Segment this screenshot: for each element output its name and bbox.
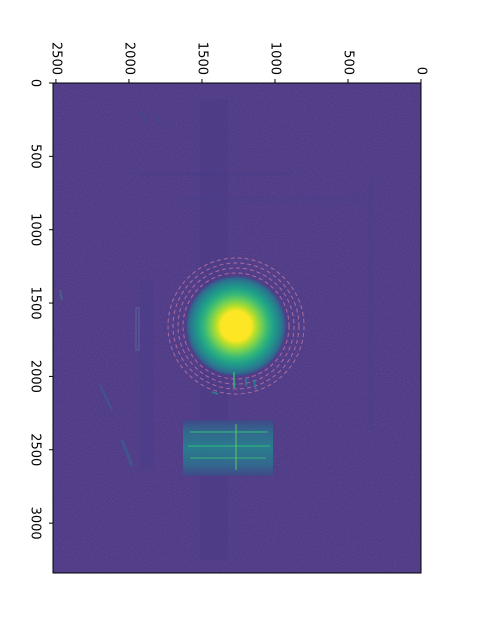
column-axis-tick-label: 2500 [48, 42, 63, 75]
row-axis-tick-label: 0 [28, 79, 43, 87]
small-streak [139, 111, 149, 125]
row-axis-tick-label: 500 [28, 144, 43, 169]
halo-ring-2 [177, 267, 295, 385]
small-streak-2 [154, 114, 161, 123]
left-axis: 0 500 1000 1500 2000 2500 3000 [28, 79, 53, 540]
diagonal-streak-2 [120, 439, 134, 467]
halo-ring-4 [167, 257, 305, 395]
diagonal-streak [99, 384, 113, 411]
halo-ring-3 [172, 262, 300, 390]
bright-spot [186, 276, 286, 376]
column-axis-tick-label: 1000 [267, 42, 282, 75]
speck-3 [253, 379, 257, 391]
top-axis: 0 500 1000 1500 2000 2500 [48, 42, 429, 83]
row-axis-tick-label: 2500 [28, 433, 43, 466]
heatmap-image [53, 83, 421, 573]
faint-horizontal-streak [180, 196, 360, 202]
row-axis-tick-label: 1000 [28, 213, 43, 246]
column-axis-tick-label: 2000 [121, 42, 136, 75]
column-axis-tick-label: 500 [340, 50, 355, 75]
bright-band [183, 420, 273, 476]
plot-frame [52, 82, 422, 574]
row-axis-tick-label: 3000 [28, 507, 43, 540]
speck-4 [211, 391, 219, 395]
faint-vertical-stripe-right [368, 180, 374, 430]
left-column-structure [140, 280, 154, 470]
row-axis-tick-label: 1500 [28, 287, 43, 320]
spot-left-bracket [135, 307, 140, 351]
column-axis-tick-label: 0 [414, 67, 429, 75]
halo-rings [167, 257, 305, 395]
column-axis-tick-label: 1500 [194, 42, 209, 75]
left-edge-mark [59, 289, 63, 301]
halo-ring-1 [182, 272, 290, 380]
row-axis-tick-label: 2000 [28, 360, 43, 393]
faint-horizontal-streak-2 [140, 172, 290, 176]
